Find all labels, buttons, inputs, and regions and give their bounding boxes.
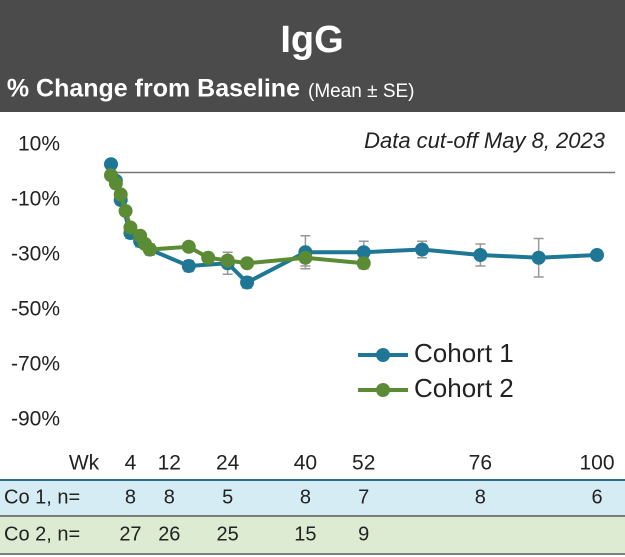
- x-tick-label: 24: [216, 452, 240, 475]
- data-point: [201, 250, 216, 265]
- data-point: [181, 239, 196, 254]
- annotation: Data cut-off May 8, 2023: [364, 128, 606, 153]
- x-tick-label: 40: [294, 452, 317, 475]
- table-count: 5: [222, 486, 233, 508]
- table-row-label: Co 1, n=: [4, 486, 80, 508]
- data-point: [108, 176, 123, 191]
- data-point: [298, 250, 313, 265]
- table-row-label: Co 2, n=: [4, 523, 80, 545]
- legend-label: Cohort 1: [414, 338, 514, 368]
- x-axis-label: Wk: [69, 452, 100, 475]
- data-point: [181, 259, 196, 273]
- legend-marker: [376, 383, 390, 397]
- table-count: 26: [158, 523, 180, 545]
- table-row: [0, 480, 625, 516]
- table-count: 8: [125, 486, 136, 508]
- data-point: [356, 256, 371, 271]
- data-point: [473, 248, 488, 262]
- table-count: 8: [164, 486, 175, 508]
- table-count: 8: [300, 486, 311, 508]
- table-count: 25: [217, 523, 239, 545]
- data-point: [113, 187, 128, 202]
- y-tick-label: -90%: [11, 408, 60, 431]
- data-point: [590, 248, 604, 262]
- data-point: [123, 220, 138, 235]
- x-tick-label: 100: [579, 452, 614, 475]
- y-tick-label: 10%: [18, 133, 60, 156]
- table-count: 15: [294, 523, 316, 545]
- x-tick-label: 12: [158, 452, 181, 475]
- table-row: [0, 517, 625, 553]
- subtitle-note: (Mean ± SE): [308, 81, 415, 102]
- data-point: [220, 253, 235, 268]
- data-point: [240, 275, 255, 290]
- data-point: [531, 250, 546, 265]
- data-point: [118, 204, 133, 218]
- y-tick-label: -10%: [11, 188, 60, 211]
- chart-title: IgG: [280, 19, 343, 61]
- x-tick-label: 4: [125, 452, 137, 475]
- table-count: 27: [119, 523, 141, 545]
- legend-label: Cohort 2: [414, 373, 514, 403]
- table-count: 8: [475, 486, 486, 508]
- data-point: [142, 242, 157, 257]
- x-tick-label: 76: [469, 452, 492, 475]
- data-point: [415, 242, 430, 257]
- data-point: [356, 245, 371, 260]
- y-tick-label: -30%: [11, 243, 60, 266]
- table-count: 7: [358, 486, 369, 508]
- table-count: 9: [358, 523, 369, 545]
- legend-marker: [376, 348, 390, 362]
- x-tick-label: 52: [352, 452, 375, 475]
- data-point: [104, 157, 118, 172]
- header-band: [0, 0, 625, 112]
- table-count: 6: [591, 486, 602, 508]
- chart-subtitle: % Change from Baseline: [7, 75, 300, 103]
- y-tick-label: -50%: [11, 298, 60, 321]
- y-tick-label: -70%: [11, 353, 60, 376]
- data-point: [240, 256, 255, 271]
